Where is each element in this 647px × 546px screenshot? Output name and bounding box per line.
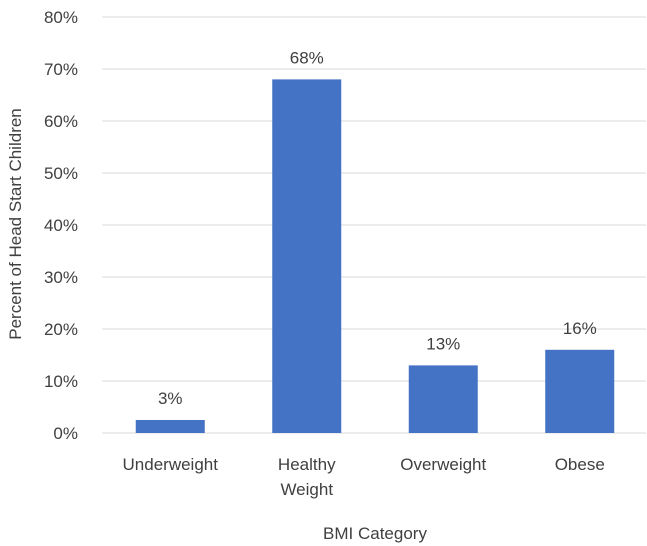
x-tick-label: Obese: [555, 455, 605, 474]
y-tick-label: 50%: [44, 164, 78, 183]
x-axis-category-labels: Underweight Healthy Weight Overweight Obese: [123, 455, 605, 499]
y-tick-label: 40%: [44, 216, 78, 235]
data-label: 3%: [158, 389, 183, 408]
y-axis-title: Percent of Head Start Children: [6, 108, 25, 340]
data-labels: 3% 68% 13% 16%: [158, 48, 597, 408]
bar: [408, 365, 478, 433]
y-tick-label: 10%: [44, 372, 78, 391]
data-label: 16%: [563, 319, 597, 338]
data-label: 68%: [290, 48, 324, 67]
y-axis-ticks: 0% 10% 20% 30% 40% 50% 60% 70% 80%: [44, 8, 78, 443]
grid-lines: [102, 16, 646, 434]
y-tick-label: 30%: [44, 268, 78, 287]
x-tick-label: Overweight: [400, 455, 486, 474]
bar: [272, 79, 342, 434]
y-tick-label: 80%: [44, 8, 78, 27]
bar: [135, 420, 205, 433]
x-axis-title: BMI Category: [323, 524, 427, 543]
x-tick-label: Healthy Weight: [278, 455, 336, 499]
y-tick-label: 70%: [44, 60, 78, 79]
y-tick-label: 20%: [44, 320, 78, 339]
y-tick-label: 60%: [44, 112, 78, 131]
bars: [135, 79, 615, 434]
x-tick-label: Underweight: [123, 455, 219, 474]
data-label: 13%: [426, 334, 460, 353]
bar: [545, 349, 615, 433]
y-tick-label: 0%: [53, 424, 78, 443]
